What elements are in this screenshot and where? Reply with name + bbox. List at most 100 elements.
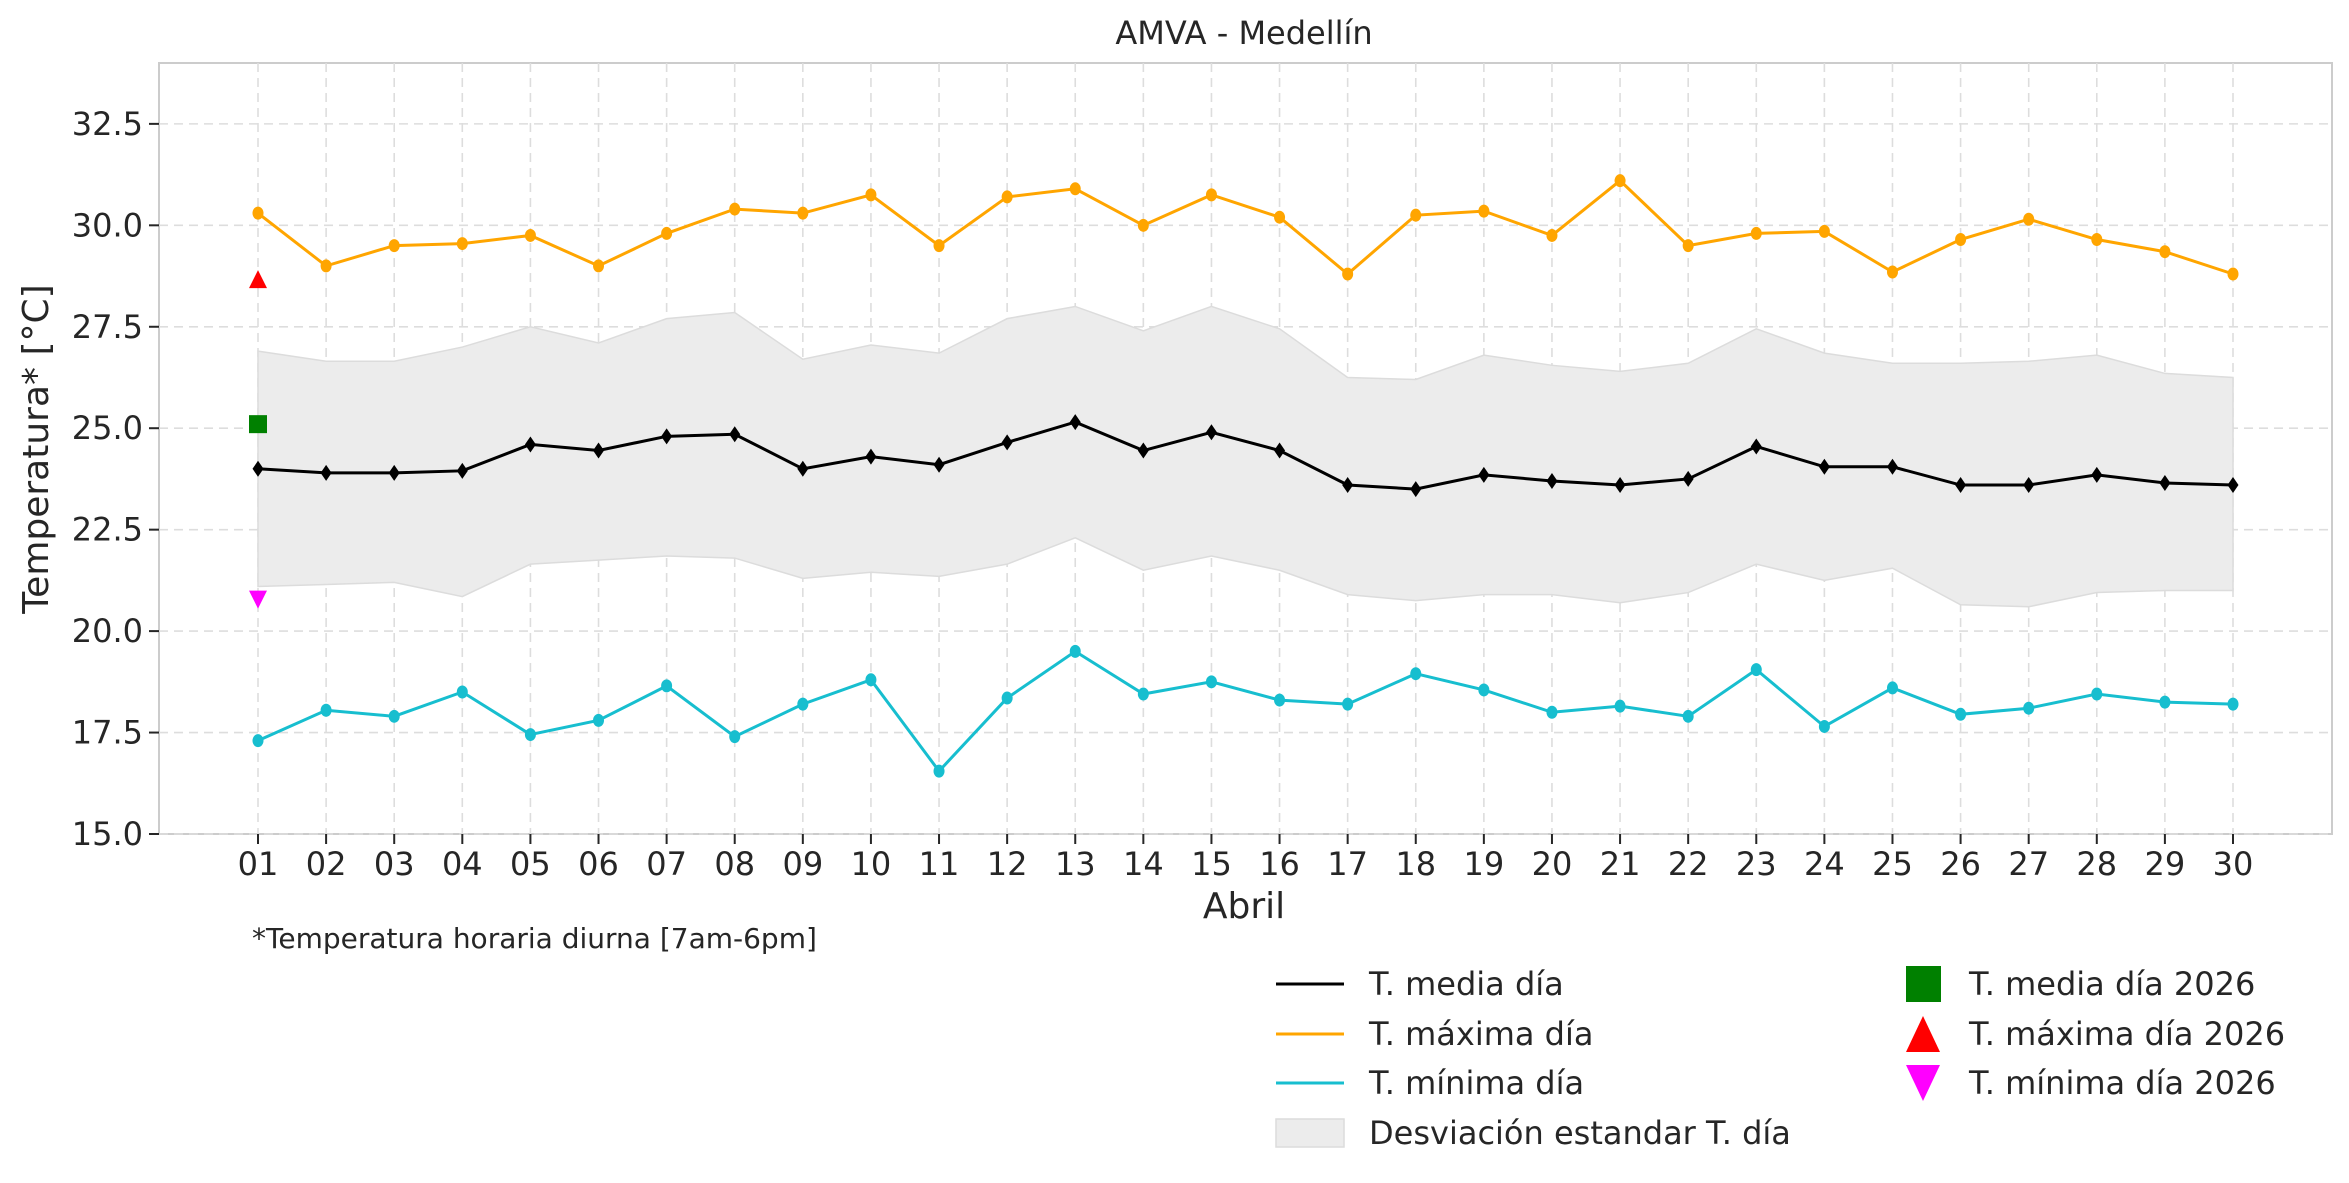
data-point-t-media-dia [2159,474,2171,491]
data-point-t-minima-dia [1137,687,1149,701]
data-point-t-minima-dia [2159,695,2171,709]
data-point-t-maxima-dia [1818,224,1830,238]
data-point-t-minima-dia [2023,701,2035,715]
data-point-t-minima-dia [1955,707,1967,721]
data-point-t-maxima-dia [1886,265,1898,279]
data-point-t-minima-dia [2091,687,2103,701]
x-tick-label: 25 [1872,845,1913,883]
data-point-t-minima-dia [729,730,741,744]
y-tick-label: 17.5 [72,714,143,752]
data-point-t-media-dia [388,464,400,481]
series-line-t-media-dia [257,420,2234,491]
data-point-t-maxima-dia [1205,188,1217,202]
y-tick-label: 30.0 [72,206,143,244]
x-tick-label: 14 [1123,845,1164,883]
data-point-t-maxima-dia [2023,212,2035,226]
data-point-t-minima-dia [1682,709,1694,723]
data-point-t-maxima-dia [1682,239,1694,253]
data-point-t-minima-dia [1886,681,1898,695]
data-point-t-maxima-dia [320,259,332,273]
legend-swatch-patch [1275,1118,1345,1148]
x-tick-label: 05 [510,845,551,883]
data-point-t-media-dia [865,448,877,465]
data-point-t-minima-dia [1546,705,1558,719]
y-tick-label: 32.5 [72,105,143,143]
legend-item: T. máxima día 2026 [1906,1015,2285,1053]
x-tick-label: 15 [1191,845,1232,883]
x-tick-label: 10 [851,845,892,883]
data-point-t-minima-dia [865,673,877,687]
legend-swatch-square [1906,966,1941,1002]
data-point-t-media-dia [933,456,945,473]
data-point-t-maxima-dia [456,237,468,251]
x-tick-label: 23 [1736,845,1777,883]
x-tick-label: 19 [1464,845,1505,883]
x-tick-label: 26 [1940,845,1981,883]
data-point-t-maxima-dia [1614,174,1626,188]
x-tick-label: 09 [782,845,823,883]
x-tick-label: 01 [238,845,279,883]
data-point-t-minima-dia [1750,663,1762,677]
data-point-t-media-dia [661,428,673,445]
x-tick-label: 27 [2008,845,2049,883]
data-point-t-minima-dia [1410,667,1422,681]
series-line-t-maxima-dia [257,178,2234,276]
data-point-t-maxima-dia [1001,190,1013,204]
legend-item: T. máxima día [1276,1015,1593,1053]
data-point-t-maxima-dia [1342,267,1354,281]
legend-swatch-triangle-up [1906,1016,1940,1052]
data-point-t-media-dia [2227,477,2239,494]
data-point-t-maxima-dia [1410,208,1422,222]
y-tick-label: 20.0 [72,612,143,650]
data-point-t-minima-dia [933,764,945,778]
data-point-t-media-dia [1750,438,1762,455]
series-layer [252,174,2239,778]
legend-label: Desviación estandar T. día [1369,1114,1791,1152]
data-point-t-media-dia [1342,477,1354,494]
x-tick-label: 30 [2213,845,2254,883]
x-tick-label: 04 [442,845,483,883]
data-point-t-media-dia [1137,442,1149,459]
y-tick-label: 27.5 [72,308,143,346]
data-point-t-maxima-dia [593,259,605,273]
data-point-t-minima-dia [1818,719,1830,733]
data-point-t-minima-dia [524,728,536,742]
data-point-t-maxima-dia [2159,245,2171,259]
x-tick-label: 17 [1327,845,1368,883]
legend: T. media día T. máxima día T. mínima día De… [1275,965,2285,1152]
data-point-t-maxima-dia [1546,228,1558,242]
point-2026-min [249,590,267,609]
legend-item: T. mínima día [1276,1064,1584,1102]
data-point-t-media-dia [1614,477,1626,494]
legend-item: T. mínima día 2026 [1906,1064,2276,1102]
x-tick-label: 21 [1600,845,1641,883]
x-tick-label: 11 [919,845,960,883]
data-point-t-media-dia [2091,466,2103,483]
data-point-t-maxima-dia [1955,233,1967,247]
x-axis: 01 02 03 04 05 06 07 08 09 10 11 12 13 14 15 16 17 18 19 20… [238,834,2254,883]
data-point-t-maxima-dia [2227,267,2239,281]
legend-item: T. media día [1276,965,1564,1003]
legend-swatch-triangle-down [1906,1065,1940,1101]
legend-label: T. máxima día [1368,1015,1593,1053]
legend-item: T. media día 2026 [1906,965,2255,1003]
legend-label: T. media día 2026 [1968,965,2255,1003]
chart-title: AMVA - Medellín [1115,14,1372,52]
data-point-t-maxima-dia [661,226,673,240]
data-point-t-minima-dia [1274,693,1286,707]
data-point-t-maxima-dia [1069,182,1081,196]
x-tick-label: 18 [1395,845,1436,883]
data-point-t-maxima-dia [1274,210,1286,224]
data-point-t-maxima-dia [1750,226,1762,240]
data-point-t-media-dia [1478,466,1490,483]
data-point-t-minima-dia [388,709,400,723]
y-axis: 15.0 17.5 20.0 22.5 25.0 27.5 30.0 32.5 [72,105,159,853]
data-point-t-minima-dia [2227,697,2239,711]
data-point-t-minima-dia [1614,699,1626,713]
x-tick-label: 28 [2076,845,2117,883]
data-point-t-media-dia [1410,481,1422,498]
x-tick-label: 13 [1055,845,1096,883]
x-tick-label: 29 [2145,845,2186,883]
data-point-t-media-dia [1069,414,1081,431]
data-point-t-minima-dia [1205,675,1217,689]
